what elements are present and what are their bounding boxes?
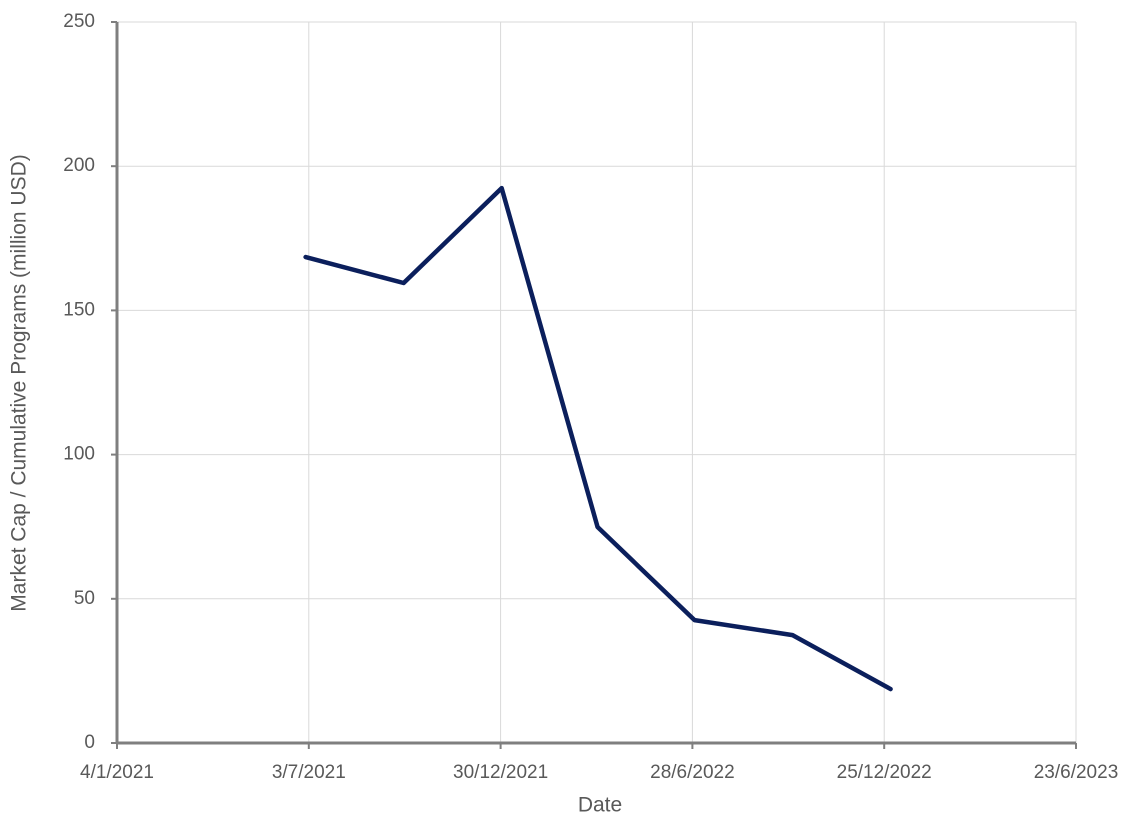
y-tick-label: 250 [63,11,95,32]
x-tick-label: 4/1/2021 [80,762,154,783]
x-tick-label: 28/6/2022 [650,762,735,783]
y-tick-label: 0 [84,732,95,753]
y-tick-label: 150 [63,299,95,320]
y-tick-label: 50 [74,588,95,609]
y-tick-label: 200 [63,155,95,176]
x-tick-label: 30/12/2021 [453,762,548,783]
x-axis-title: Date [578,794,622,817]
y-tick-label: 100 [63,444,95,465]
x-tick-label: 25/12/2022 [837,762,932,783]
x-tick-label: 23/6/2023 [1034,762,1119,783]
data-line [303,185,893,692]
x-tick-label: 3/7/2021 [272,762,346,783]
y-axis-title: Market Cap / Cumulative Programs (millio… [8,154,31,611]
